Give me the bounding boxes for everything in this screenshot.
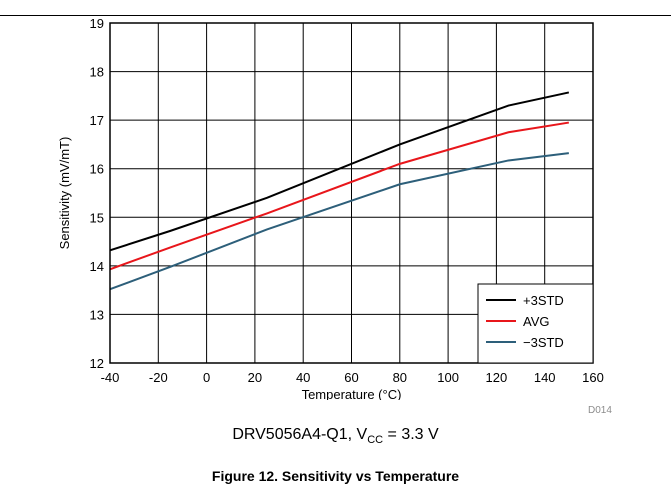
x-tick-label: 0 xyxy=(203,370,210,385)
sensitivity-chart: 12 13 14 15 16 17 18 19 -40 -20 0 20 40 60 80 100 120 14… xyxy=(57,16,604,400)
y-tick-label: 16 xyxy=(90,162,104,177)
plot-code: D014 xyxy=(588,405,612,416)
legend-label: −3STD xyxy=(523,335,564,350)
legend: +3STD AVG −3STD xyxy=(477,283,594,364)
figure-caption: Figure 12. Sensitivity vs Temperature xyxy=(211,468,460,484)
y-axis-title: Sensitivity (mV/mT) xyxy=(57,137,72,250)
x-tick-label: 40 xyxy=(296,370,310,385)
legend-box xyxy=(477,283,594,364)
x-tick-label: 140 xyxy=(534,370,556,385)
x-tick-label: 60 xyxy=(344,370,358,385)
y-tick-label: 15 xyxy=(90,210,104,225)
x-tick-label: 100 xyxy=(437,370,459,385)
series-line-1 xyxy=(109,121,570,271)
x-tick-labels: -40 -20 0 20 40 60 80 100 120 140 160 xyxy=(101,370,604,385)
x-tick-label: -40 xyxy=(101,370,120,385)
top-rule xyxy=(0,15,671,16)
x-tick-label: 160 xyxy=(582,370,604,385)
series-line-0 xyxy=(109,91,570,252)
y-tick-label: 14 xyxy=(90,259,104,274)
y-tick-label: 18 xyxy=(90,65,104,80)
x-tick-label: 20 xyxy=(248,370,262,385)
y-tick-label: 12 xyxy=(90,356,104,371)
x-tick-label: 80 xyxy=(393,370,407,385)
device-condition-caption: DRV5056A4-Q1, VCC = 3.3 V xyxy=(0,426,671,446)
x-tick-label: 120 xyxy=(486,370,508,385)
legend-label: +3STD xyxy=(523,293,564,308)
y-tick-label: 13 xyxy=(90,307,104,322)
plot-frame xyxy=(109,22,594,364)
caption-prefix: DRV5056A4-Q1, V xyxy=(232,426,368,443)
y-tick-label: 19 xyxy=(90,16,104,31)
series-lines xyxy=(109,91,570,291)
caption-suffix: = 3.3 V xyxy=(383,426,439,443)
caption-subscript: CC xyxy=(367,434,384,447)
x-tick-label: -20 xyxy=(149,370,168,385)
series-line-2 xyxy=(109,152,569,291)
x-axis-title: Temperature (°C) xyxy=(302,387,402,400)
y-tick-label: 17 xyxy=(90,113,104,128)
legend-label: AVG xyxy=(523,314,550,329)
y-tick-labels: 12 13 14 15 16 17 18 19 xyxy=(90,16,104,371)
